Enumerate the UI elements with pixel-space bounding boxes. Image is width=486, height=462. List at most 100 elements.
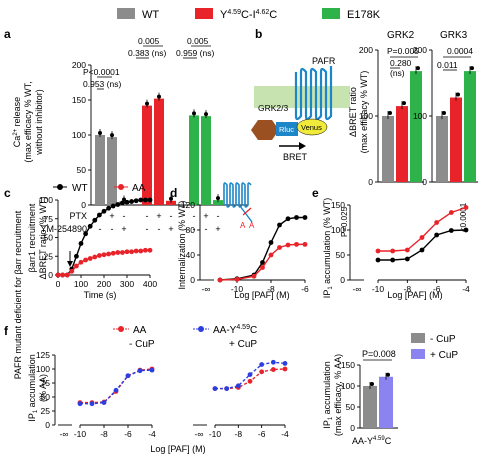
schematic-venus-label: Venus <box>301 123 322 132</box>
grk-hexagon-icon <box>251 120 279 140</box>
c-point <box>92 217 98 223</box>
b-bar <box>450 97 462 182</box>
a-ytick-label: 0 <box>81 200 86 210</box>
d-xtick-label-inf: -∞ <box>202 284 211 294</box>
panel-b-ann-ns2: (ns) <box>390 68 405 78</box>
g-ytick-label: 50 <box>346 402 356 412</box>
c-point <box>83 231 88 237</box>
c-legend-aa: AA <box>132 183 146 194</box>
panel-b-ylabel-2: (max efficacy % WT) <box>359 71 369 154</box>
panel-a-ylabel-2: (max efficacy % WT, <box>23 81 33 162</box>
a-point <box>157 94 161 99</box>
b-bar <box>382 116 394 182</box>
d-point <box>285 242 291 248</box>
panel-e-ylabel: IP1 accumulation (% WT) <box>322 198 334 298</box>
f1-point <box>270 359 276 365</box>
g-ytick-label: 150 <box>341 360 355 370</box>
c-point <box>110 203 116 209</box>
c-xtick-label: 300 <box>120 279 134 289</box>
a-sign-ptx: - <box>217 211 220 221</box>
c-xtick-label: 400 <box>143 279 157 289</box>
f1-point <box>259 369 265 375</box>
panel-b-title-grk2: GRK2 <box>387 30 415 41</box>
panel-d-plot: 0 40 80 120 -10 -8 -6 -∞ <box>181 200 309 294</box>
f0-point <box>125 373 131 379</box>
panel-g-xcat: AA-Y4.59C <box>352 436 392 446</box>
f0-point <box>149 367 155 373</box>
a-sign-ptx: + <box>156 211 161 221</box>
pafr-receptor-icon <box>294 66 333 121</box>
panel-f-xlabel: Log [PAF] (M) <box>150 444 205 454</box>
e-ytick-label: 50 <box>336 250 346 260</box>
a-sign-ptx: - <box>170 211 173 221</box>
e-point <box>404 256 410 262</box>
panel-e-plot: 0 50 100 150 -10 -8 -6 -4 -∞ <box>331 200 470 294</box>
c-point <box>87 223 93 229</box>
e-xtick-label-inf: -∞ <box>353 284 362 294</box>
a-bar <box>154 98 164 205</box>
a-sign-ym: - <box>111 224 114 234</box>
panel-a-ann-5: 0.959 (ns) <box>176 48 214 58</box>
g-ytick-label: 0 <box>350 423 355 433</box>
f0-series-line <box>80 369 153 405</box>
a-sign-ym: - <box>205 224 208 234</box>
a-point <box>192 111 196 116</box>
d-point <box>268 240 274 245</box>
panel-a-ann-1: 0.953 (ns) <box>83 79 121 89</box>
panel-a-annotations: P<0.0001 0.953 (ns) 0.005 0.383 (ns) 0.0… <box>83 36 214 90</box>
c-ytick-label: 25 <box>44 251 54 261</box>
a-sign-ym: - <box>146 224 149 234</box>
panel-g-ylabel-2: (max efficacy, % AA) <box>333 354 343 436</box>
c-ytick-label: 50 <box>44 233 54 243</box>
b0-ytick-label: 200 <box>359 45 373 55</box>
d-point <box>260 265 265 270</box>
panel-c-plot: 0 25 50 75 100 0 100 200 300 400 <box>39 195 158 289</box>
d-point <box>260 260 265 265</box>
f1-xtick-label: -10 <box>209 429 222 439</box>
b1-ytick-label: 0 <box>422 177 427 187</box>
e-point <box>390 248 396 254</box>
e-xtick-label: -8 <box>404 284 412 294</box>
panel-a-ylabel-3: without inhibitor) <box>34 89 44 156</box>
a-sign-ym: - <box>193 224 196 234</box>
d-point <box>302 215 308 220</box>
panel-b-ylabel-1: ΔBRET ratio <box>348 87 358 137</box>
e-point <box>390 257 396 263</box>
f-ytick-label: 25 <box>41 406 51 416</box>
a-ytick-label: 50 <box>77 165 87 175</box>
panel-a-row-ym: YM-254890 <box>40 224 87 234</box>
a-ytick-label: 200 <box>72 60 86 70</box>
e-point <box>419 235 425 240</box>
d-point <box>277 245 282 250</box>
g-bar <box>379 376 393 428</box>
b-bar <box>464 71 476 182</box>
f0-xtick-label: -8 <box>100 429 108 439</box>
c-point <box>147 197 153 203</box>
c-arrowhead <box>67 261 73 267</box>
panel-label-a: a <box>4 27 11 41</box>
e-xtick-label: -4 <box>462 284 470 294</box>
c-point <box>101 252 107 258</box>
f1-point <box>270 367 276 372</box>
f1-point <box>259 362 265 367</box>
c-point <box>129 249 135 255</box>
d-point <box>277 222 282 228</box>
panel-label-e: e <box>312 186 319 200</box>
c-xtick-label: 200 <box>97 279 111 289</box>
d-xtick-label: -6 <box>301 284 309 294</box>
e-point <box>463 227 469 233</box>
legend-label-wt: WT <box>142 9 159 21</box>
a-point <box>122 197 126 202</box>
a-ytick-label: 150 <box>72 95 86 105</box>
panel-d-xlabel: Log [PAF] (M) <box>234 290 289 300</box>
g-legend-swatch-plus <box>411 349 425 359</box>
top-legend: WT Y4.59C-I4.62C E178K <box>117 8 381 21</box>
c-point <box>74 263 79 269</box>
c-point <box>138 248 144 254</box>
f1-series-line <box>215 368 286 390</box>
panel-b: ΔBRET ratio (max efficacy % WT) GRK2 GRK… <box>348 30 478 187</box>
f0-xtick-label: -4 <box>148 429 156 439</box>
a-sign-ym: + <box>215 224 220 234</box>
c-point <box>133 248 139 254</box>
legend-label-e178k: E178K <box>347 9 381 21</box>
